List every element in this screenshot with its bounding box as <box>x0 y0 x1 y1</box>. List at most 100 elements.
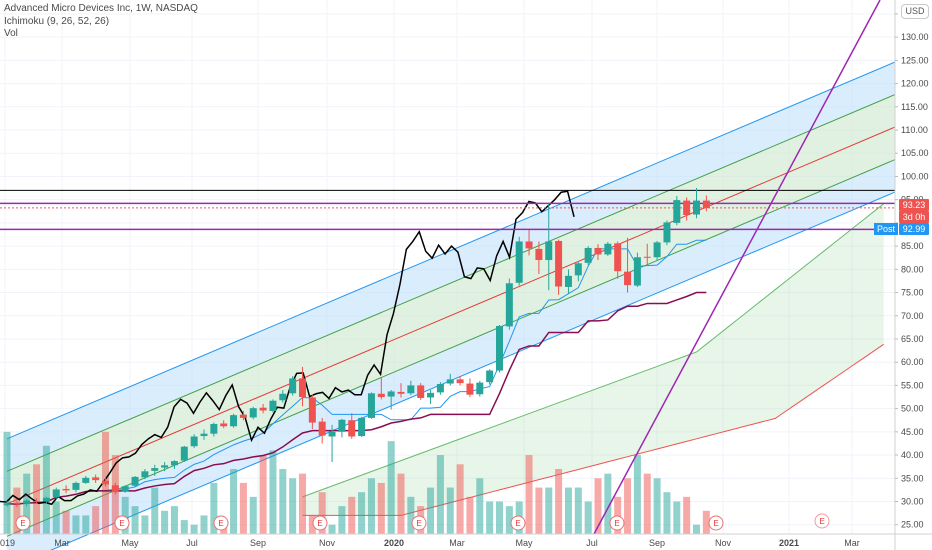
candle-body <box>220 423 228 427</box>
y-tick-label: 40.00 <box>901 450 924 460</box>
volume-bar <box>249 496 257 534</box>
volume-bar <box>643 473 651 534</box>
y-tick-label: 115.00 <box>901 102 928 112</box>
post-market-price-tag: 92.99 <box>899 223 929 235</box>
volume-bars <box>3 431 710 534</box>
candle-body <box>367 393 375 418</box>
candle-body <box>289 378 297 394</box>
earnings-icon-label: E <box>819 517 824 526</box>
candle-body <box>476 382 484 395</box>
volume-bar <box>614 496 622 534</box>
volume-bar <box>693 524 700 534</box>
x-tick-label: Nov <box>319 538 336 548</box>
volume-bar <box>584 501 592 534</box>
candle-body <box>545 241 553 261</box>
candle-body <box>72 482 80 490</box>
y-tick-label: 110.00 <box>901 125 928 135</box>
candle-body <box>594 247 602 255</box>
volume-bar <box>299 473 306 534</box>
candle-body <box>584 247 592 263</box>
candle-body <box>387 391 395 397</box>
volume-bar <box>131 506 139 534</box>
volume-bar <box>663 492 671 534</box>
volume-bar <box>279 468 287 534</box>
legend-title: Advanced Micro Devices Inc, 1W, NASDAQ <box>4 3 198 14</box>
cloud-fill <box>302 203 884 516</box>
earnings-icon-label: E <box>119 519 124 528</box>
channel-band <box>7 62 895 472</box>
candle-body <box>643 256 651 258</box>
volume-bar <box>42 445 50 534</box>
candle-body <box>564 275 572 287</box>
candle-body <box>161 465 169 468</box>
earnings-icon-label: E <box>515 519 520 528</box>
earnings-icon <box>114 515 130 531</box>
candle-body <box>3 503 11 506</box>
candle-body <box>92 477 100 481</box>
volume-bar <box>574 487 582 534</box>
x-tick-label: 2021 <box>779 538 799 548</box>
volume-bar <box>604 473 612 534</box>
candle-body <box>614 243 622 272</box>
candle-body <box>574 263 582 276</box>
volume-bar <box>259 455 267 534</box>
candle-body <box>239 414 247 418</box>
x-tick-label: Mar <box>844 538 860 548</box>
candle-body <box>397 391 405 394</box>
volume-bar <box>367 478 375 534</box>
volume-bar <box>436 455 444 534</box>
volume-bar <box>555 468 563 534</box>
candle-body <box>210 423 218 434</box>
y-tick-label: 35.00 <box>901 473 924 483</box>
volume-bar <box>13 487 21 534</box>
earnings-icon <box>708 515 724 531</box>
volume-bar <box>121 496 129 534</box>
candle-body <box>496 325 503 371</box>
volume-bar <box>170 506 178 534</box>
earnings-icon-label: E <box>218 519 223 528</box>
volume-bar <box>545 487 553 534</box>
y-tick-label: 70.00 <box>901 311 924 321</box>
y-tick-label: 100.00 <box>901 171 929 181</box>
channel-band <box>7 159 895 550</box>
candle-body <box>141 471 149 478</box>
span-a-line <box>302 203 884 498</box>
candle-body <box>23 500 31 504</box>
volume-bar <box>72 515 80 534</box>
currency-button[interactable]: USD <box>901 4 929 19</box>
volume-bar <box>230 468 238 534</box>
candle-body <box>230 415 238 427</box>
candle-body <box>702 200 710 209</box>
candle-body <box>633 257 641 286</box>
candle-body <box>279 393 287 401</box>
volume-bar <box>3 431 11 534</box>
candle-body <box>417 385 425 398</box>
volume-bar <box>52 501 60 534</box>
candle-body <box>624 271 632 286</box>
earnings-icon <box>609 515 625 531</box>
candle-body <box>515 241 523 283</box>
y-tick-label: 120.00 <box>901 79 929 89</box>
candle-body <box>604 243 612 255</box>
volume-bar <box>358 492 366 534</box>
y-tick-label: 125.00 <box>901 55 929 65</box>
volume-bar <box>269 450 277 534</box>
volume-bar <box>564 487 572 534</box>
volume-bar <box>200 515 208 534</box>
x-tick-label: Mar <box>449 538 465 548</box>
earnings-icon <box>15 515 31 531</box>
candlesticks <box>3 188 710 508</box>
candle-body <box>13 502 21 504</box>
volume-bar <box>141 515 149 534</box>
candle-body <box>200 433 208 437</box>
candle-body <box>131 476 139 486</box>
candle-body <box>318 421 326 436</box>
candle-body <box>190 436 198 447</box>
volume-bar <box>456 464 464 534</box>
candle-body <box>62 488 70 491</box>
x-tick-label: Nov <box>715 538 732 548</box>
candle-body <box>683 200 691 215</box>
candle-body <box>555 240 563 287</box>
x-tick-label: May <box>121 538 139 548</box>
